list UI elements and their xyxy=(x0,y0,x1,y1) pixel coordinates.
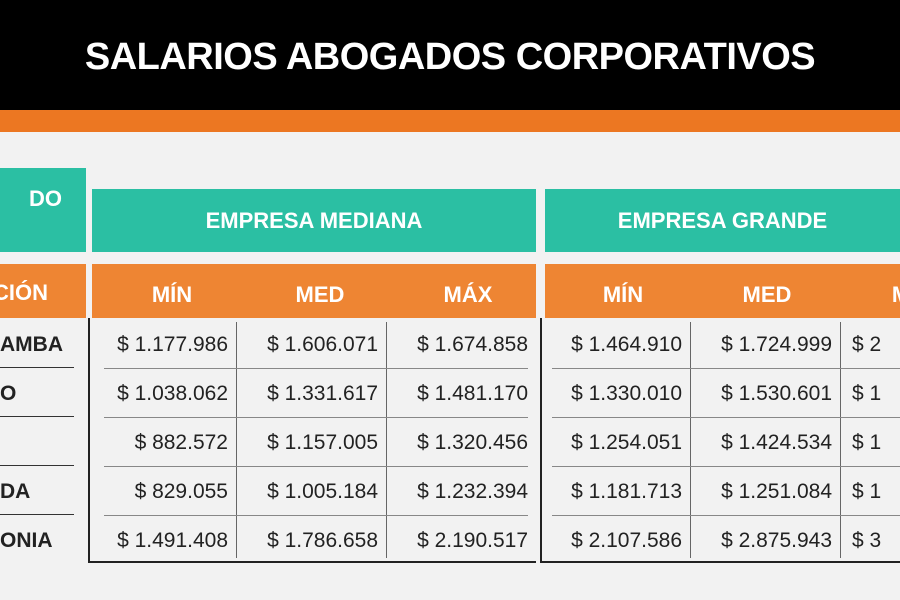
table-frame-grande xyxy=(540,318,900,563)
cell-value: $ 2.190.517 xyxy=(417,529,528,552)
column-header: MÍN xyxy=(151,282,193,307)
row-label: DA xyxy=(0,480,31,503)
group-header-mediana: EMPRESA MEDIANA xyxy=(92,189,536,252)
cell-value: $ 1.254.051 xyxy=(571,431,682,454)
subheader-mediana: MÍN MED MÁX xyxy=(92,264,536,318)
cell-value: $ 1.786.658 xyxy=(267,529,378,552)
column-header: MED xyxy=(295,282,345,307)
column-header: MED xyxy=(742,282,792,307)
row-separator xyxy=(0,416,74,417)
table-frame-mediana xyxy=(88,318,536,563)
left-header: DO xyxy=(0,168,86,252)
row-separator xyxy=(104,417,528,418)
column-header: MÍN xyxy=(602,282,644,307)
column-separator xyxy=(386,322,387,558)
cell-value: $ 1.320.456 xyxy=(417,431,528,454)
cell-value: $ 1.181.713 xyxy=(571,480,682,503)
column-separator xyxy=(840,322,841,558)
cell-value: $ 1.331.617 xyxy=(267,382,378,405)
cell-value: $ 1.481.170 xyxy=(417,382,528,405)
row-label: AMBA xyxy=(0,333,63,356)
column-header: MÁX xyxy=(443,282,493,307)
cell-value: $ 1 xyxy=(852,431,882,454)
cell-value: $ 2 xyxy=(852,333,882,356)
subheader-grande: MÍN MED M xyxy=(545,264,900,318)
cell-value: $ 1.005.184 xyxy=(267,480,378,503)
row-separator xyxy=(104,515,528,516)
cell-value: $ 1.251.084 xyxy=(721,480,832,503)
table-row: DA $ 829.055 $ 1.005.184 $ 1.232.394 $ 1… xyxy=(0,470,900,519)
row-separator xyxy=(104,368,528,369)
cell-value: $ 1.232.394 xyxy=(417,480,528,503)
cell-value: $ 1.038.062 xyxy=(117,382,228,405)
row-separator xyxy=(0,514,74,515)
cell-value: $ 1.330.010 xyxy=(571,382,682,405)
cell-value: $ 829.055 xyxy=(134,480,228,503)
row-label: ONIA xyxy=(0,529,53,552)
row-separator xyxy=(552,417,900,418)
row-separator xyxy=(0,465,74,466)
row-separator xyxy=(552,466,900,467)
row-separator xyxy=(104,466,528,467)
cell-value: $ 1.674.858 xyxy=(417,333,528,356)
cell-value: $ 1 xyxy=(852,480,882,503)
cell-value: $ 1.424.534 xyxy=(721,431,832,454)
cell-value: $ 882.572 xyxy=(134,431,228,454)
page-title: SALARIOS ABOGADOS CORPORATIVOS xyxy=(84,36,816,78)
table-row: $ 882.572 $ 1.157.005 $ 1.320.456 $ 1.25… xyxy=(0,421,900,470)
cell-value: $ 2.107.586 xyxy=(571,529,682,552)
cell-value: $ 1.464.910 xyxy=(571,333,682,356)
row-separator xyxy=(552,515,900,516)
table-row: ONIA $ 1.491.408 $ 1.786.658 $ 2.190.517… xyxy=(0,519,900,568)
table-row: O $ 1.038.062 $ 1.331.617 $ 1.481.170 $ … xyxy=(0,372,900,421)
cell-value: $ 1.491.408 xyxy=(117,529,228,552)
column-separator xyxy=(236,322,237,558)
left-subheader-label: CIÓN xyxy=(0,280,48,305)
left-header-label: DO xyxy=(29,186,62,211)
table-row: AMBA $ 1.177.986 $ 1.606.071 $ 1.674.858… xyxy=(0,323,900,372)
title-banner: SALARIOS ABOGADOS CORPORATIVOS xyxy=(0,0,900,110)
cell-value: $ 1.724.999 xyxy=(721,333,832,356)
cell-value: $ 1.606.071 xyxy=(267,333,378,356)
group-header-grande: EMPRESA GRANDE xyxy=(545,189,900,252)
orange-stripe xyxy=(0,110,900,132)
column-separator xyxy=(690,322,691,558)
row-separator xyxy=(0,367,74,368)
column-header: M xyxy=(841,282,900,308)
cell-value: $ 1.530.601 xyxy=(721,382,832,405)
cell-value: $ 1 xyxy=(852,382,882,405)
cell-value: $ 1.177.986 xyxy=(117,333,228,356)
cell-value: $ 2.875.943 xyxy=(721,529,832,552)
cell-value: $ 1.157.005 xyxy=(267,431,378,454)
left-subheader: CIÓN xyxy=(0,264,86,318)
cell-value: $ 3 xyxy=(852,529,882,552)
row-label: O xyxy=(0,382,17,405)
row-separator xyxy=(552,368,900,369)
